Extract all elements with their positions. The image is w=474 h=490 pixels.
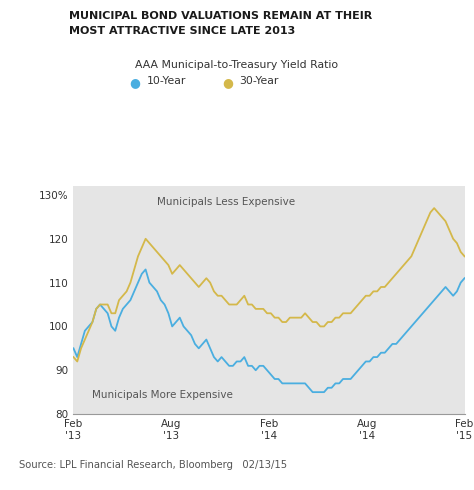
Text: AAA Municipal-to-Treasury Yield Ratio: AAA Municipal-to-Treasury Yield Ratio: [136, 60, 338, 70]
Text: Municipals More Expensive: Municipals More Expensive: [92, 390, 233, 400]
Text: 3: 3: [26, 26, 38, 45]
Text: Source: LPL Financial Research, Bloomberg   02/13/15: Source: LPL Financial Research, Bloomber…: [19, 461, 287, 470]
Text: ●: ●: [222, 76, 233, 89]
Text: 30-Year: 30-Year: [239, 76, 279, 86]
Text: ●: ●: [130, 76, 140, 89]
Text: 10-Year: 10-Year: [147, 76, 186, 86]
Text: Municipals Less Expensive: Municipals Less Expensive: [157, 197, 295, 207]
Text: MUNICIPAL BOND VALUATIONS REMAIN AT THEIR: MUNICIPAL BOND VALUATIONS REMAIN AT THEI…: [69, 11, 372, 21]
Text: MOST ATTRACTIVE SINCE LATE 2013: MOST ATTRACTIVE SINCE LATE 2013: [69, 26, 295, 36]
